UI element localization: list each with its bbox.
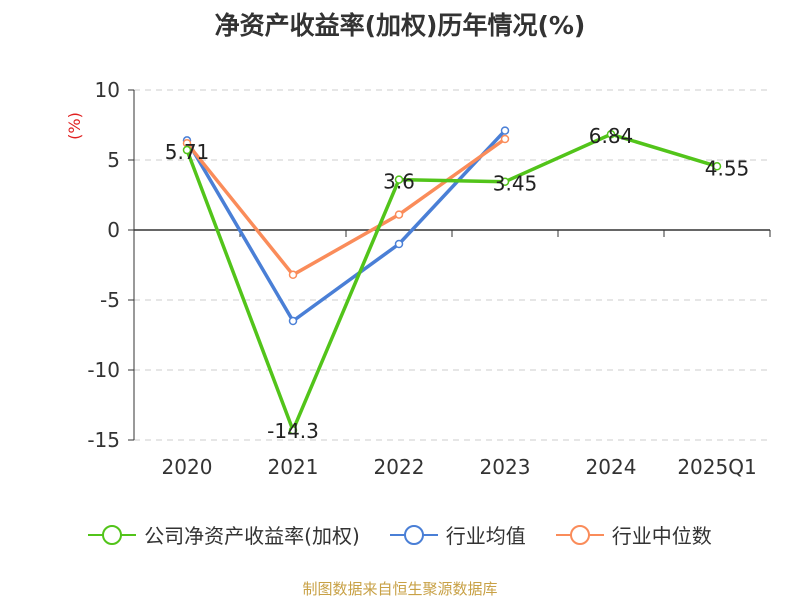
legend-line-circle-icon: [88, 524, 137, 545]
x-tick-label: 2022: [374, 455, 425, 479]
legend-label-company: 公司净资产收益率(加权): [144, 524, 360, 548]
data-point: [394, 239, 404, 249]
data-point: [500, 177, 510, 186]
data-label: 5.71: [165, 140, 210, 164]
data-point: [394, 175, 404, 184]
gridlines: [134, 89, 770, 441]
y-tick-label: -15: [87, 428, 120, 452]
data-label: -14.3: [267, 419, 319, 443]
legend: 公司净资产收益率(加权) 行业均值 行业中位数: [0, 520, 800, 549]
series-line: [185, 137, 507, 277]
data-point: [606, 129, 616, 139]
x-tick-label: 2020: [162, 455, 213, 479]
legend-label-industry-mean: 行业均值: [445, 524, 526, 548]
legend-item-industry-mean[interactable]: 行业均值: [389, 520, 526, 549]
legend-item-industry-median[interactable]: 行业中位数: [555, 520, 712, 549]
legend-line-circle-icon: [389, 524, 438, 545]
data-point: [288, 316, 298, 326]
y-tick-label: -5: [100, 288, 120, 312]
data-point: [712, 162, 722, 171]
x-tick-label: 2023: [480, 455, 531, 479]
data-label: 3.45: [493, 172, 538, 196]
y-tick-label: 10: [95, 78, 120, 102]
chart-title: 净资产收益率(加权)历年情况(%): [214, 11, 586, 40]
x-tick-label: 2024: [586, 455, 637, 479]
x-tick-label: 2021: [268, 455, 319, 479]
series-line: [185, 132, 718, 432]
x-tick-label: 2025Q1: [677, 455, 756, 479]
data-label: 6.84: [589, 124, 634, 148]
data-labels: 5.71 -14.3 3.6 3.45 6.84 4.55: [165, 124, 750, 443]
data-point: [288, 425, 298, 435]
data-point: [500, 126, 510, 135]
data-point: [182, 145, 192, 155]
y-tick-label: 5: [107, 148, 120, 172]
legend-label-industry-median: 行业中位数: [611, 524, 712, 548]
data-label: 3.6: [383, 170, 415, 194]
axes: 10 5 0 -5 -10 -15 2020 2021 2022 2023 2024 2025Q1: [87, 78, 771, 479]
line-chart: 10 5 0 -5 -10 -15 2020 2021 2022 2023 2024 2025Q1 5…: [65, 78, 771, 479]
data-label: 4.55: [705, 156, 750, 180]
y-tick-label: -10: [87, 358, 120, 382]
source-note: 制图数据来自恒生聚源数据库: [302, 580, 498, 598]
series-line: [185, 129, 507, 323]
data-point: [288, 270, 298, 280]
legend-item-company[interactable]: 公司净资产收益率(加权): [88, 520, 360, 549]
data-point: [500, 134, 510, 144]
series-lines: [182, 126, 722, 435]
y-tick-label: 0: [107, 218, 120, 242]
legend-line-circle-icon: [555, 524, 604, 545]
data-point: [394, 210, 404, 219]
y-axis-label: (%): [65, 112, 84, 140]
